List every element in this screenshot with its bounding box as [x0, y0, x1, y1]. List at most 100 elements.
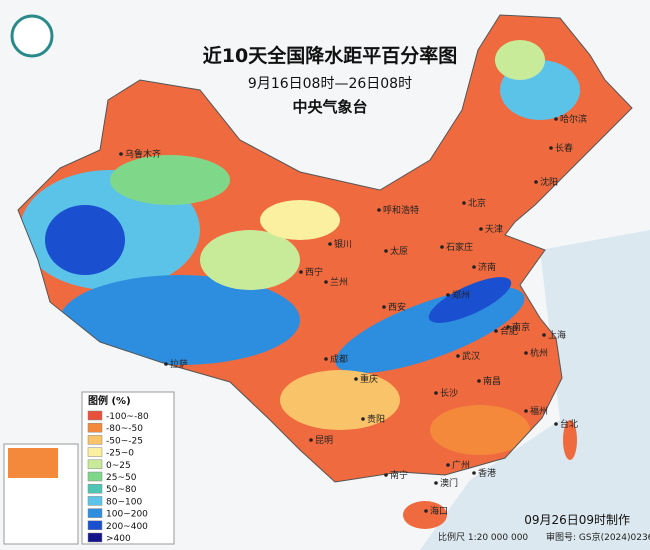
- legend-swatch: [87, 483, 103, 494]
- city-dot: [377, 208, 381, 212]
- city-label: 兰州: [330, 276, 348, 288]
- city-label: 成都: [330, 353, 348, 365]
- city-label: 南京: [512, 321, 530, 333]
- city-label: 长春: [555, 142, 573, 154]
- legend-label: >400: [106, 534, 131, 544]
- city-dot: [524, 351, 528, 355]
- legend-label: -80~-50: [106, 424, 143, 434]
- city-dot: [309, 438, 313, 442]
- city-dot: [328, 242, 332, 246]
- city-label: 沈阳: [540, 176, 558, 188]
- agency: 中央气象台: [292, 98, 367, 116]
- city-label: 上海: [548, 329, 566, 341]
- city-dot: [119, 152, 123, 156]
- city-label: 石家庄: [446, 241, 473, 253]
- legend-title: 图例 (%): [88, 394, 131, 407]
- legend-swatch: [87, 435, 103, 445]
- city-label: 澳门: [440, 477, 458, 489]
- city-label: 海口: [430, 505, 448, 517]
- city-dot: [494, 329, 498, 333]
- city-dot: [554, 117, 558, 121]
- legend-swatch: [87, 410, 103, 421]
- city-dot: [479, 227, 483, 231]
- legend-label: 80~100: [106, 497, 142, 507]
- city-label: 杭州: [530, 347, 548, 359]
- city-label: 合肥: [500, 325, 518, 337]
- city-dot: [361, 417, 365, 421]
- city-dot: [324, 280, 328, 284]
- city-label: 哈尔滨: [560, 113, 587, 125]
- subtitle: 9月16日08时—26日08时: [248, 76, 412, 92]
- city-dot: [542, 333, 546, 337]
- legend-swatch: [87, 532, 103, 543]
- city-dot: [456, 354, 460, 358]
- city-label: 重庆: [360, 373, 378, 385]
- city-dot: [524, 409, 528, 413]
- city-dot: [434, 481, 438, 485]
- city-label: 天津: [485, 224, 503, 235]
- sea: [420, 230, 650, 550]
- city-label: 香港: [478, 467, 496, 479]
- city-dot: [384, 249, 388, 253]
- legend-label: 0~25: [106, 461, 131, 471]
- city-label: 西宁: [305, 266, 323, 278]
- city-label: 呼和浩特: [383, 204, 419, 216]
- city-dot: [472, 471, 476, 475]
- legend-swatch: [87, 508, 103, 518]
- legend-label: 100~200: [106, 510, 148, 520]
- city-dot: [164, 362, 168, 366]
- border: [17, 14, 633, 483]
- inset-land: [8, 448, 58, 478]
- city-dot: [534, 180, 538, 184]
- city-label: 武汉: [462, 350, 480, 362]
- legend-swatch: [87, 471, 103, 482]
- logo: [10, 14, 54, 58]
- city-dot: [446, 293, 450, 297]
- title: 近10天全国降水距平百分率图: [203, 44, 457, 67]
- legend-swatch: [87, 520, 103, 531]
- city-label: 郑州: [452, 289, 470, 301]
- city-dot: [424, 509, 428, 513]
- city-dot: [506, 325, 510, 329]
- city-label: 台北: [560, 418, 578, 430]
- city-dot: [440, 245, 444, 249]
- city-label: 南宁: [390, 469, 408, 481]
- city-label: 拉萨: [170, 358, 188, 370]
- city-dot: [446, 463, 450, 467]
- city-label: 北京: [468, 197, 486, 209]
- legend-swatch: [87, 496, 103, 506]
- city-dot: [554, 422, 558, 426]
- city-dot: [299, 270, 303, 274]
- city-label: 西安: [388, 301, 406, 313]
- city-dot: [382, 305, 386, 309]
- city-dot: [384, 473, 388, 477]
- city-dot: [472, 265, 476, 269]
- city-label: 昆明: [315, 435, 333, 446]
- legend-label: -25~0: [106, 449, 134, 459]
- city-label: 济南: [478, 261, 496, 273]
- made-time: 09月26日09时制作: [524, 513, 630, 527]
- legend-label: -100~-80: [106, 412, 149, 422]
- city-label: 南昌: [483, 375, 501, 387]
- legend-swatch: [87, 422, 103, 433]
- city-label: 福州: [530, 405, 548, 417]
- legend-swatch: [87, 447, 103, 457]
- approval: 审图号: GS京(2024)0236号: [546, 531, 650, 543]
- legend-swatch: [87, 459, 103, 470]
- city-dot: [462, 201, 466, 205]
- city-dot: [549, 146, 553, 150]
- city-dot: [354, 377, 358, 381]
- city-dot: [434, 391, 438, 395]
- city-label: 太原: [390, 245, 408, 257]
- city-label: 贵阳: [367, 413, 385, 425]
- city-label: 广州: [452, 459, 470, 471]
- legend-label: 50~80: [106, 485, 137, 495]
- city-label: 长沙: [440, 387, 458, 399]
- legend-label: 25~50: [106, 473, 137, 483]
- city-dot: [477, 379, 481, 383]
- city-label: 乌鲁木齐: [125, 148, 161, 160]
- legend-label: -50~-25: [106, 436, 143, 446]
- city-label: 银川: [334, 238, 352, 250]
